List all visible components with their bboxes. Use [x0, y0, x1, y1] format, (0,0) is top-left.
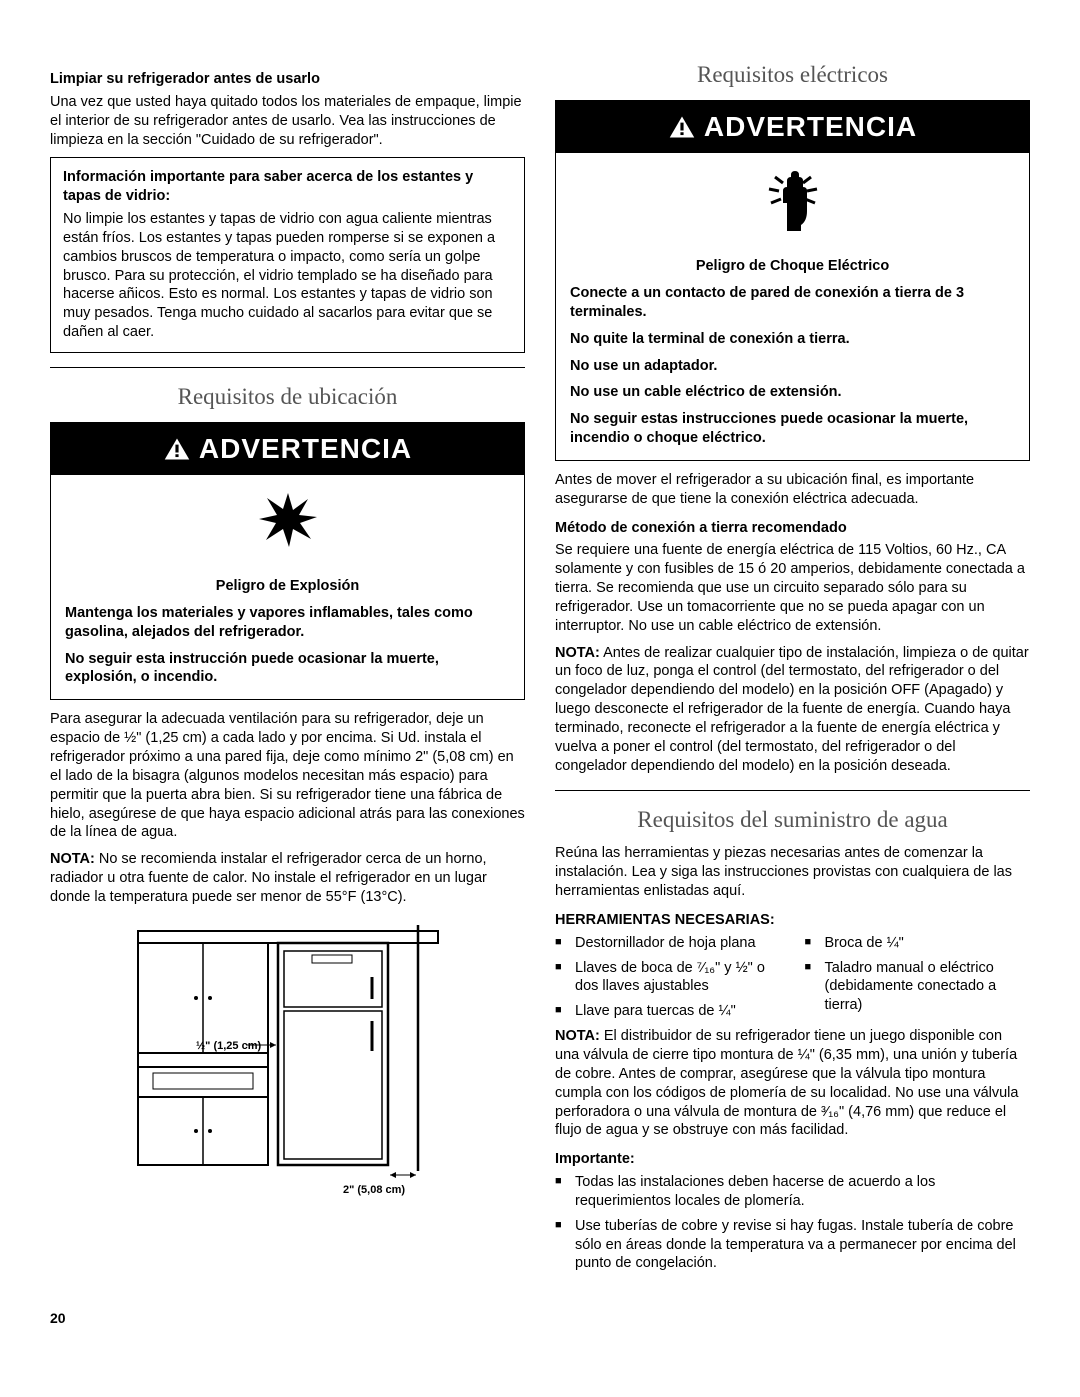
left-column: Limpiar su refrigerador antes de usarlo …: [50, 60, 525, 1279]
ventilation-nota: NOTA: No se recomienda instalar el refri…: [50, 850, 525, 907]
ground-paragraph: Se requiere una fuente de energía eléctr…: [555, 541, 1030, 635]
elec-para1: Antes de mover el refrigerador a su ubic…: [555, 471, 1030, 509]
diagram-label-half-inch: ½" (1,25 cm): [196, 1040, 261, 1052]
tool-item: Broca de ¼": [805, 934, 1031, 953]
shock-line5: No seguir estas instrucciones puede ocas…: [570, 410, 1015, 448]
shock-warning-body: Peligro de Choque Eléctrico Conecte a un…: [556, 247, 1029, 460]
fridge-diagram: ½" (1,25 cm) 2" (5,08 cm): [50, 921, 525, 1207]
ground-heading: Método de conexión a tierra recomendado: [555, 519, 1030, 538]
warning-triangle-icon: [668, 114, 696, 140]
tool-item: Taladro manual o eléctrico (debidamente …: [805, 959, 1031, 1016]
importante-label: Importante:: [555, 1150, 1030, 1169]
shock-line1: Conecte a un contacto de pared de conexi…: [570, 284, 1015, 322]
elec-nota: NOTA: Antes de realizar cualquier tipo d…: [555, 644, 1030, 776]
explosion-icon-wrap: [51, 475, 524, 567]
electrical-section-title: Requisitos eléctricos: [555, 60, 1030, 90]
shock-hand-icon: [757, 163, 829, 235]
water-intro: Reúna las herramientas y piezas necesari…: [555, 844, 1030, 901]
tools-right-list: Broca de ¼" Taladro manual o eléctrico (d…: [805, 934, 1031, 1027]
divider: [50, 367, 525, 368]
distributor-nota: NOTA: El distribuidor de su refrigerador…: [555, 1027, 1030, 1140]
shock-title: Peligro de Choque Eléctrico: [570, 257, 1015, 276]
importante-item: Todas las instalaciones deben hacerse de…: [555, 1173, 1030, 1211]
clean-paragraph: Una vez que usted haya quitado todos los…: [50, 93, 525, 150]
shock-warning-box: ADVERTENCIA Peligro de Choque Eléctrico …: [555, 100, 1030, 461]
tool-item: Llaves de boca de ⁷⁄₁₆" y ½" o dos llave…: [555, 959, 781, 997]
ventilation-paragraph: Para asegurar la adecuada ventilación pa…: [50, 710, 525, 842]
tools-heading: HERRAMIENTAS NECESARIAS:: [555, 911, 1030, 930]
glass-info-box: Información importante para saber acerca…: [50, 157, 525, 353]
location-section-title: Requisitos de ubicación: [50, 382, 525, 412]
shock-icon-wrap: [556, 153, 1029, 247]
clean-heading: Limpiar su refrigerador antes de usarlo: [50, 70, 525, 89]
explosion-warning-box: ADVERTENCIA Peligro de Explosión Manteng…: [50, 422, 525, 700]
shock-line2: No quite la terminal de conexión a tierr…: [570, 330, 1015, 349]
glass-box-body: No limpie los estantes y tapas de vidrio…: [63, 210, 512, 342]
warning-label: ADVERTENCIA: [199, 431, 412, 467]
shock-line3: No use un adaptador.: [570, 357, 1015, 376]
tool-item: Destornillador de hoja plana: [555, 934, 781, 953]
explosion-line1: Mantenga los materiales y vapores inflam…: [65, 604, 510, 642]
warning-triangle-icon: [163, 436, 191, 462]
tools-left-list: Destornillador de hoja plana Llaves de bo…: [555, 934, 781, 1027]
explosion-title: Peligro de Explosión: [65, 577, 510, 596]
warning-banner: ADVERTENCIA: [556, 101, 1029, 153]
water-section-title: Requisitos del suministro de agua: [555, 805, 1030, 835]
explosion-warning-body: Peligro de Explosión Mantenga los materi…: [51, 567, 524, 699]
shock-line4: No use un cable eléctrico de extensión.: [570, 383, 1015, 402]
warning-label: ADVERTENCIA: [704, 109, 917, 145]
explosion-line2: No seguir esta instrucción puede ocasion…: [65, 650, 510, 688]
diagram-label-two-inch: 2" (5,08 cm): [343, 1184, 405, 1196]
right-column: Requisitos eléctricos ADVERTENCIA Peligr…: [555, 60, 1030, 1279]
divider: [555, 790, 1030, 791]
warning-banner: ADVERTENCIA: [51, 423, 524, 475]
glass-box-heading: Información importante para saber acerca…: [63, 168, 512, 206]
importante-list: Todas las instalaciones deben hacerse de…: [555, 1173, 1030, 1273]
two-column-layout: Limpiar su refrigerador antes de usarlo …: [50, 60, 1030, 1279]
page-number: 20: [50, 1309, 1030, 1327]
tool-item: Llave para tuercas de ¼": [555, 1002, 781, 1021]
importante-item: Use tuberías de cobre y revise si hay fu…: [555, 1217, 1030, 1274]
explosion-icon: [253, 485, 323, 555]
tools-columns: Destornillador de hoja plana Llaves de bo…: [555, 934, 1030, 1027]
fridge-svg: ½" (1,25 cm) 2" (5,08 cm): [128, 921, 448, 1201]
